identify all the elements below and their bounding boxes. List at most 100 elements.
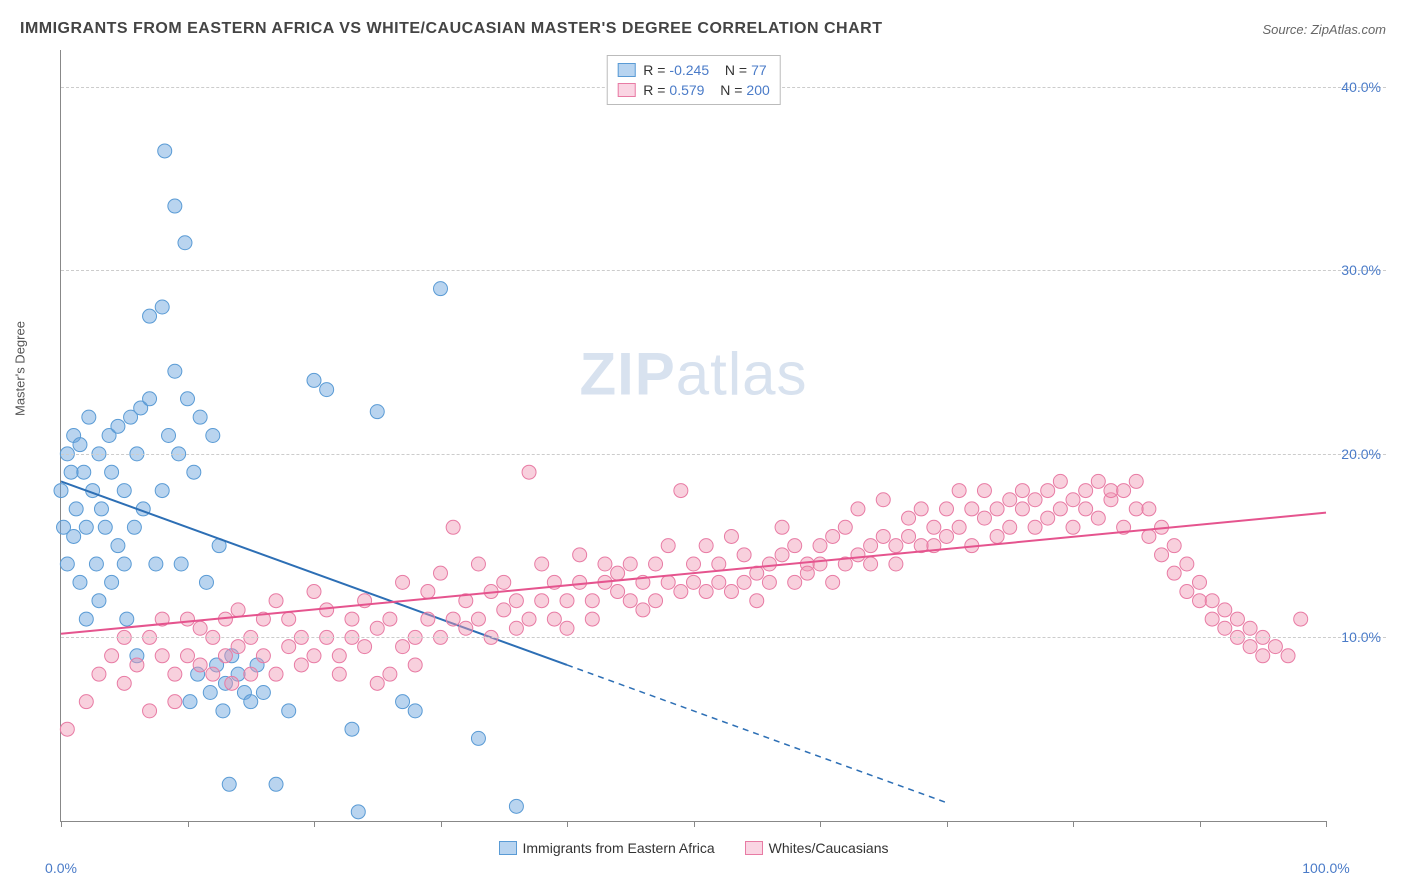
scatter-point: [471, 731, 485, 745]
scatter-point: [471, 612, 485, 626]
gridline-h: [61, 454, 1386, 455]
scatter-point: [396, 695, 410, 709]
scatter-point: [181, 612, 195, 626]
scatter-point: [320, 603, 334, 617]
scatter-point: [927, 520, 941, 534]
scatter-point: [509, 594, 523, 608]
scatter-point: [168, 667, 182, 681]
scatter-point: [1142, 502, 1156, 516]
x-tick: [188, 821, 189, 827]
legend-bottom-label-1: Whites/Caucasians: [769, 840, 889, 856]
plot-area: ZIPatlas R =-0.245 N =77 R =0.579 N =200…: [60, 50, 1326, 822]
scatter-point: [1167, 539, 1181, 553]
scatter-point: [282, 704, 296, 718]
scatter-point: [1230, 612, 1244, 626]
scatter-point: [105, 465, 119, 479]
scatter-point: [1003, 493, 1017, 507]
scatter-point: [902, 529, 916, 543]
x-tick: [314, 821, 315, 827]
scatter-point: [1028, 520, 1042, 534]
scatter-point: [307, 649, 321, 663]
scatter-point: [876, 529, 890, 543]
scatter-point: [206, 667, 220, 681]
legend-swatch-0: [617, 63, 635, 77]
scatter-point: [1015, 502, 1029, 516]
scatter-point: [560, 594, 574, 608]
scatter-point: [1193, 575, 1207, 589]
scatter-point: [434, 282, 448, 296]
scatter-point: [977, 511, 991, 525]
scatter-point: [788, 539, 802, 553]
scatter-point: [244, 695, 258, 709]
scatter-point: [712, 557, 726, 571]
scatter-point: [977, 484, 991, 498]
scatter-point: [813, 557, 827, 571]
scatter-point: [178, 236, 192, 250]
scatter-point: [573, 575, 587, 589]
legend-bottom-swatch-0: [499, 841, 517, 855]
scatter-point: [370, 621, 384, 635]
scatter-point: [149, 557, 163, 571]
legend-stats-0: R =-0.245 N =77: [643, 62, 766, 78]
gridline-h: [61, 270, 1386, 271]
scatter-point: [1041, 484, 1055, 498]
scatter-point: [282, 612, 296, 626]
scatter-point: [1091, 511, 1105, 525]
scatter-point: [775, 548, 789, 562]
scatter-point: [1091, 474, 1105, 488]
x-tick-label: 0.0%: [45, 860, 77, 876]
scatter-point: [471, 557, 485, 571]
scatter-point: [940, 529, 954, 543]
scatter-point: [155, 649, 169, 663]
legend-stats-box: R =-0.245 N =77 R =0.579 N =200: [606, 55, 781, 105]
scatter-point: [889, 539, 903, 553]
x-tick: [1073, 821, 1074, 827]
scatter-point: [94, 502, 108, 516]
scatter-point: [585, 594, 599, 608]
scatter-point: [216, 704, 230, 718]
scatter-point: [351, 805, 365, 819]
scatter-point: [611, 585, 625, 599]
scatter-point: [1117, 484, 1131, 498]
source-label: Source: ZipAtlas.com: [1262, 22, 1386, 37]
scatter-point: [712, 575, 726, 589]
scatter-point: [225, 676, 239, 690]
scatter-point: [687, 575, 701, 589]
scatter-point: [421, 612, 435, 626]
scatter-point: [143, 704, 157, 718]
scatter-point: [800, 566, 814, 580]
scatter-point: [79, 695, 93, 709]
scatter-point: [1003, 520, 1017, 534]
chart-title: IMMIGRANTS FROM EASTERN AFRICA VS WHITE/…: [20, 20, 882, 38]
scatter-point: [1104, 484, 1118, 498]
scatter-point: [1243, 640, 1257, 654]
scatter-point: [434, 566, 448, 580]
scatter-point: [509, 621, 523, 635]
scatter-point: [282, 640, 296, 654]
header: IMMIGRANTS FROM EASTERN AFRICA VS WHITE/…: [20, 20, 1386, 38]
scatter-point: [623, 594, 637, 608]
legend-bottom-item-0: Immigrants from Eastern Africa: [499, 840, 715, 856]
scatter-point: [914, 502, 928, 516]
scatter-point: [535, 594, 549, 608]
legend-bottom-swatch-1: [745, 841, 763, 855]
scatter-point: [952, 520, 966, 534]
scatter-point: [73, 575, 87, 589]
scatter-point: [687, 557, 701, 571]
scatter-point: [64, 465, 78, 479]
scatter-point: [560, 621, 574, 635]
scatter-point: [193, 621, 207, 635]
scatter-point: [206, 429, 220, 443]
scatter-point: [1205, 612, 1219, 626]
scatter-point: [623, 557, 637, 571]
scatter-point: [1218, 603, 1232, 617]
scatter-point: [162, 429, 176, 443]
scatter-point: [1180, 585, 1194, 599]
scatter-point: [256, 686, 270, 700]
scatter-point: [649, 557, 663, 571]
scatter-point: [762, 557, 776, 571]
scatter-point: [940, 502, 954, 516]
scatter-point: [193, 658, 207, 672]
legend-swatch-1: [617, 83, 635, 97]
scatter-point: [193, 410, 207, 424]
